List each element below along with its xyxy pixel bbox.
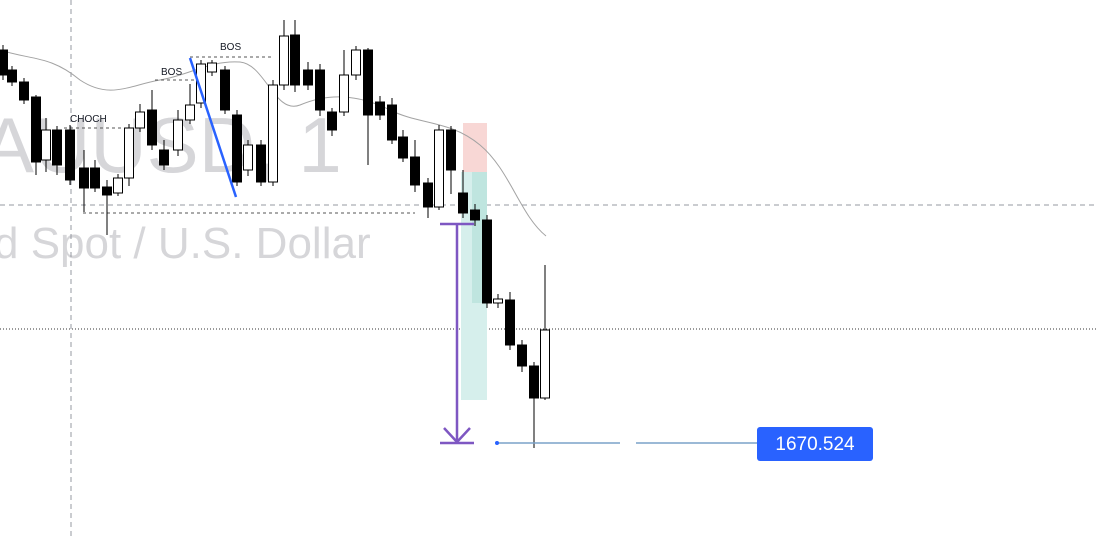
- candle-body: [124, 127, 134, 179]
- candle-body: [398, 136, 408, 159]
- candle-body: [232, 114, 242, 183]
- measure-arrow: [440, 222, 474, 445]
- candle-body: [135, 111, 145, 129]
- candle-body: [102, 186, 112, 196]
- watermark-description: d Spot / U.S. Dollar: [0, 219, 371, 268]
- candles: [0, 20, 550, 448]
- candle-body: [517, 344, 527, 367]
- candle-body: [290, 34, 300, 86]
- candle-body: [540, 329, 550, 399]
- candle-body: [410, 156, 420, 186]
- candle-body: [19, 81, 29, 101]
- price-label: 1670.524: [775, 434, 855, 455]
- candle-body: [0, 49, 8, 76]
- candle-body: [243, 144, 253, 171]
- candle-body: [279, 35, 289, 86]
- candle-body: [207, 62, 217, 73]
- candle-body: [458, 192, 468, 214]
- bos-label: BOS: [220, 42, 241, 53]
- structure-lines: [64, 56, 415, 214]
- candle-body: [220, 69, 230, 111]
- candle-body: [363, 49, 373, 116]
- target-anchor: [495, 441, 499, 445]
- candle-body: [482, 219, 492, 304]
- candle-body: [375, 101, 385, 116]
- candle-body: [268, 84, 278, 183]
- bos-label: BOS: [161, 67, 182, 78]
- candle-body: [159, 149, 169, 166]
- candle-body: [113, 177, 123, 194]
- candle-body: [423, 182, 433, 208]
- candle-body: [505, 299, 515, 346]
- candle-body: [256, 144, 266, 183]
- candle-body: [387, 104, 397, 141]
- candle-body: [31, 96, 41, 163]
- candle-body: [65, 129, 75, 181]
- price-label-box: [757, 427, 873, 461]
- candle-body: [303, 69, 313, 86]
- candle-body: [147, 109, 157, 146]
- candle-body: [434, 129, 444, 208]
- candle-body: [339, 74, 349, 113]
- candle-body: [470, 209, 480, 221]
- candle-body: [90, 167, 100, 189]
- candle-body: [41, 129, 51, 161]
- candle-body: [173, 119, 183, 151]
- candle-body: [79, 167, 89, 189]
- candle-body: [493, 298, 503, 304]
- candle-body: [351, 49, 361, 76]
- candle-body: [327, 111, 337, 131]
- candle-body: [52, 129, 62, 166]
- trend-line: [188, 57, 238, 198]
- candle-body: [315, 69, 325, 111]
- candle-body: [196, 63, 206, 104]
- candle-body: [529, 365, 539, 399]
- candle-body: [446, 129, 456, 171]
- candle-body: [185, 104, 195, 121]
- watermark-symbol: AUUSD, 1: [0, 101, 342, 189]
- choch-label: CHOCH: [70, 114, 107, 125]
- candle-body: [7, 69, 17, 83]
